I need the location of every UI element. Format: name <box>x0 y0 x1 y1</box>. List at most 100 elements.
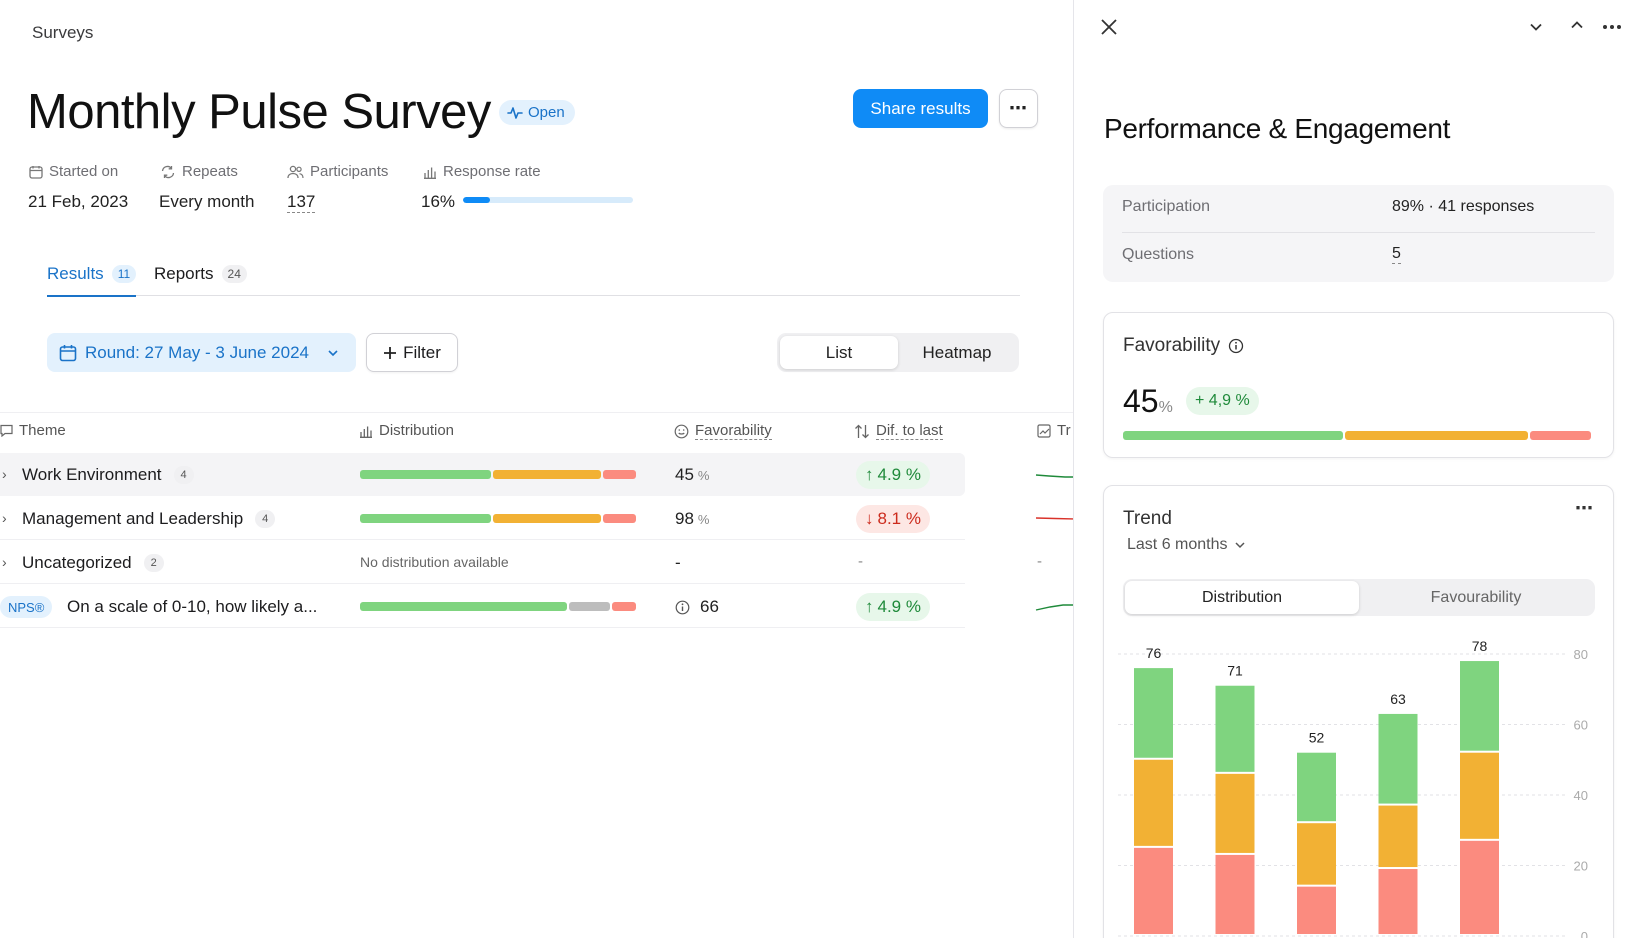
table-row[interactable]: › Uncategorized 2 No distribution availa… <box>0 541 1042 584</box>
bar-segment[interactable] <box>1460 661 1499 751</box>
info-icon[interactable] <box>675 600 690 615</box>
trend-empty: - <box>1037 553 1042 570</box>
arrow-up-icon: ↑ <box>865 465 874 484</box>
bar-segment[interactable] <box>1215 854 1255 934</box>
distribution-favorable <box>360 514 491 523</box>
tab-results[interactable]: Results 11 <box>47 259 137 297</box>
distribution-bar <box>360 514 636 523</box>
summary-card: Participation 89% · 41 responses Questio… <box>1103 185 1614 282</box>
pulse-icon <box>507 106 523 119</box>
bar-segment[interactable] <box>1215 773 1255 853</box>
nps-score: 66 <box>675 597 719 617</box>
trend-sparkline <box>1035 517 1073 520</box>
bar-segment[interactable] <box>1134 847 1173 934</box>
table-row[interactable]: NPS® On a scale of 0-10, how likely a...… <box>0 585 1073 628</box>
bar-chart-icon <box>424 167 436 179</box>
bar-segment[interactable] <box>1215 685 1255 772</box>
more-options-button[interactable]: ⋯ <box>999 89 1038 128</box>
bar-chart-icon <box>360 426 372 438</box>
diff-empty: - <box>858 553 863 570</box>
favorability-delta-badge: + 4,9 % <box>1186 387 1259 415</box>
chevron-up-icon[interactable] <box>1569 17 1585 33</box>
theme-count: 2 <box>143 554 164 572</box>
tab-reports[interactable]: Reports 24 <box>154 259 247 289</box>
response-rate-label: Response rate <box>423 163 541 180</box>
arrow-up-icon: ↑ <box>865 597 874 616</box>
breadcrumb[interactable]: Surveys <box>32 23 94 42</box>
round-selector[interactable]: Round: 27 May - 3 June 2024 <box>47 333 356 372</box>
more-icon[interactable] <box>1602 24 1622 30</box>
trend-favourability-option[interactable]: Favourability <box>1430 588 1522 606</box>
favorability-bar <box>1123 431 1596 440</box>
bar-total-label: 78 <box>1472 638 1488 654</box>
col-distribution[interactable]: Distribution <box>359 422 454 439</box>
trend-distribution-option[interactable]: Distribution <box>1125 581 1359 614</box>
filter-button[interactable]: Filter <box>366 333 458 372</box>
participation-row: Participation 89% · 41 responses <box>1122 198 1535 215</box>
theme-count: 4 <box>255 510 276 528</box>
table-header: Theme Distribution Favorability Dif. to … <box>0 412 1073 446</box>
bar-total-label: 63 <box>1390 691 1406 707</box>
repeat-icon <box>161 165 175 178</box>
bar-segment[interactable] <box>1460 840 1499 934</box>
distribution-neutral <box>492 470 602 479</box>
chevron-down-icon[interactable] <box>1528 19 1544 35</box>
favorability-score: 45% <box>1123 383 1173 419</box>
col-theme[interactable]: Theme <box>0 422 66 439</box>
table-row[interactable]: › Management and Leadership 4 98% ↓ 8.1 % <box>0 497 1073 540</box>
chevron-right-icon[interactable]: › <box>2 510 7 526</box>
bar-segment[interactable] <box>1460 752 1499 839</box>
view-heatmap-option[interactable]: Heatmap <box>922 342 992 362</box>
panel-title: Performance & Engagement <box>1104 113 1451 144</box>
col-trend[interactable]: Tr <box>1037 422 1071 439</box>
favorability-title: Favorability <box>1123 335 1244 357</box>
info-icon[interactable] <box>1228 338 1244 354</box>
questions-row: Questions 5 <box>1122 232 1595 276</box>
y-tick-label: 60 <box>1574 718 1588 733</box>
chevron-right-icon[interactable]: › <box>2 466 7 482</box>
bar-segment[interactable] <box>1378 805 1418 868</box>
period-selector[interactable]: Last 6 months <box>1127 536 1246 554</box>
bar-segment[interactable] <box>1378 713 1418 804</box>
bar-total-label: 76 <box>1146 645 1162 661</box>
round-label: Round: 27 May - 3 June 2024 <box>85 342 309 362</box>
share-results-button[interactable]: Share results <box>853 89 988 128</box>
participants-value[interactable]: 137 <box>287 192 316 213</box>
bar-segment[interactable] <box>1134 759 1173 846</box>
y-tick-label: 20 <box>1574 859 1588 874</box>
bar-total-label: 52 <box>1309 730 1325 746</box>
plus-icon <box>384 346 397 359</box>
bar-segment[interactable] <box>1297 886 1336 934</box>
close-icon[interactable] <box>1100 18 1118 36</box>
results-tabs: Results 11 Reports 24 <box>47 253 1020 297</box>
bar-segment[interactable] <box>1297 823 1336 885</box>
y-tick-label: 40 <box>1574 788 1588 803</box>
distribution-bar <box>360 602 636 611</box>
distribution-favorable <box>360 470 491 479</box>
table-row[interactable]: › Work Environment 4 45% ↑ 4.9 % <box>0 453 1073 496</box>
nps-badge: NPS® <box>0 596 53 618</box>
chevron-right-icon[interactable]: › <box>2 554 7 570</box>
repeats-value: Every month <box>159 192 255 211</box>
distribution-unfavorable <box>603 514 636 523</box>
bar-segment[interactable] <box>1297 752 1336 822</box>
diff-badge: ↑ 4.9 % <box>856 461 930 489</box>
more-icon[interactable]: ⋯ <box>1575 498 1594 518</box>
favorability-neutral <box>1345 431 1529 440</box>
distribution-detractors <box>611 602 636 611</box>
bar-segment[interactable] <box>1134 668 1173 758</box>
view-list-option[interactable]: List <box>780 336 898 369</box>
trend-card: Trend ⋯ Last 6 months Distribution Favou… <box>1103 485 1614 938</box>
col-favorability[interactable]: Favorability <box>674 422 772 440</box>
favorability-value: 98% <box>675 509 710 528</box>
no-distribution-text: No distribution available <box>360 554 509 570</box>
started-label: Started on <box>29 163 118 180</box>
favorability-value: 45% <box>675 465 710 484</box>
bar-segment[interactable] <box>1378 869 1418 934</box>
chevron-down-icon <box>1234 542 1245 549</box>
tab-reports-count: 24 <box>221 265 247 283</box>
trend-sparkline <box>1035 604 1073 611</box>
trend-chart: 0 20 40 60 80 76 71 52 63 78 <box>1118 638 1588 938</box>
distribution-bar <box>360 470 636 479</box>
col-diff-to-last[interactable]: Dif. to last <box>854 422 943 440</box>
